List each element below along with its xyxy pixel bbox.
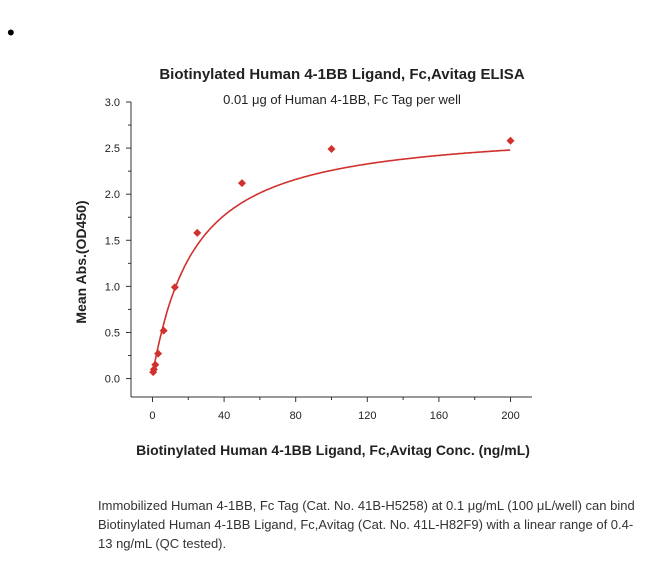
elisa-chart: Biotinylated Human 4-1BB Ligand, Fc,Avit…: [73, 66, 532, 458]
y-tick-label: 1.0: [105, 281, 120, 293]
data-points: [149, 136, 515, 377]
x-tick-label: 120: [358, 410, 376, 422]
data-point: [506, 136, 515, 145]
y-tick-label: 2.0: [105, 189, 120, 201]
figure-caption: Immobilized Human 4-1BB, Fc Tag (Cat. No…: [98, 498, 635, 551]
data-point: [154, 349, 163, 358]
y-tick-label: 3.0: [105, 97, 120, 109]
x-tick-label: 160: [430, 410, 448, 422]
x-tick-label: 40: [218, 410, 230, 422]
y-axis-label: Mean Abs.(OD450): [73, 200, 89, 323]
x-tick-label: 80: [290, 410, 302, 422]
data-point: [170, 283, 179, 292]
x-tick-label: 200: [501, 410, 519, 422]
chart-title: Biotinylated Human 4-1BB Ligand, Fc,Avit…: [159, 66, 524, 83]
data-point: [237, 179, 246, 188]
y-tick-label: 0.0: [105, 374, 120, 386]
y-tick-label: 1.5: [105, 235, 120, 247]
x-axis-label: Biotinylated Human 4-1BB Ligand, Fc,Avit…: [136, 442, 530, 458]
data-point: [327, 145, 336, 154]
chart-subtitle: 0.01 μg of Human 4-1BB, Fc Tag per well: [223, 92, 461, 107]
data-point: [151, 360, 160, 369]
y-tick-label: 2.5: [105, 143, 120, 155]
x-tick-label: 0: [149, 410, 155, 422]
chart-axes: 0.0 0.5 1.0 1.5 2.0 2.5 3.0 0 40 80 120 160 200: [105, 97, 532, 422]
data-point: [193, 228, 202, 237]
bullet-marker: •: [7, 20, 15, 45]
data-point: [159, 326, 168, 335]
fit-curve: [152, 149, 511, 372]
y-tick-label: 0.5: [105, 327, 120, 339]
